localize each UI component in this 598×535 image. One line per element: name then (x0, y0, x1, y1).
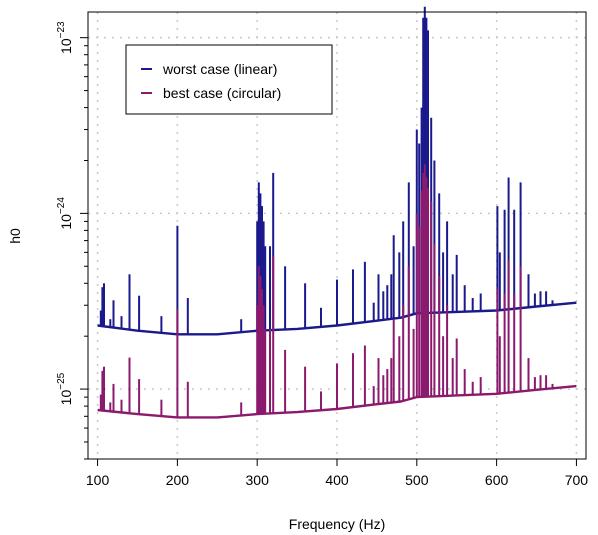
x-tick-label: 600 (485, 472, 509, 488)
x-tick-label: 500 (405, 472, 429, 488)
legend: worst case (linear) best case (circular) (125, 44, 333, 115)
x-tick-label: 200 (166, 472, 190, 488)
y-axis: 10−25 10−24 10−23 (56, 21, 88, 460)
y-tick-label: 10−24 (56, 197, 74, 230)
x-axis-title: Frequency (Hz) (289, 516, 385, 532)
x-axis: 100 200 300 400 500 600 700 (86, 459, 588, 488)
series-baseline (97, 301, 577, 336)
series-0 (97, 6, 577, 336)
legend-label-linear: worst case (linear) (162, 61, 277, 77)
x-tick-label: 100 (86, 472, 110, 488)
legend-label-circular: best case (circular) (163, 85, 281, 101)
legend-box (125, 44, 333, 115)
y-tick-label: 10−25 (56, 372, 74, 405)
series-1 (97, 164, 577, 419)
y-axis-title: h0 (7, 228, 23, 244)
y-tick-label: 10−23 (56, 21, 74, 54)
series-layer (97, 6, 577, 419)
x-tick-label: 400 (325, 472, 349, 488)
series-baseline (97, 384, 577, 419)
x-tick-label: 300 (246, 472, 270, 488)
x-tick-label: 700 (565, 472, 589, 488)
